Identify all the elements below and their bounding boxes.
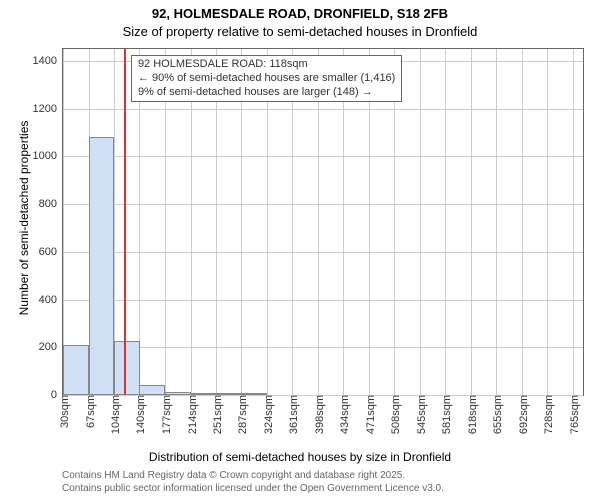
gridline-horizontal [63, 156, 583, 157]
gridline-vertical [573, 49, 574, 395]
gridline-horizontal [63, 300, 583, 301]
x-tick-label: 177sqm [157, 395, 173, 434]
gridline-vertical [445, 49, 446, 395]
y-tick-label: 800 [39, 198, 63, 210]
x-tick-label: 655sqm [488, 395, 504, 434]
gridline-vertical [63, 49, 64, 395]
footer-line-1: Contains HM Land Registry data © Crown c… [62, 470, 600, 483]
histogram-bar [89, 137, 115, 395]
y-tick-label: 400 [39, 294, 63, 306]
x-tick-label: 581sqm [437, 395, 453, 434]
histogram-bar [114, 341, 140, 395]
x-tick-label: 728sqm [539, 395, 555, 434]
chart-root: 92, HOLMESDALE ROAD, DRONFIELD, S18 2FB … [0, 0, 600, 500]
x-tick-label: 765sqm [565, 395, 581, 434]
histogram-bar [165, 392, 191, 395]
x-tick-label: 398sqm [310, 395, 326, 434]
y-tick-label: 600 [39, 246, 63, 258]
x-tick-label: 67sqm [81, 395, 97, 428]
gridline-horizontal [63, 204, 583, 205]
x-tick-label: 251sqm [208, 395, 224, 434]
x-tick-label: 508sqm [386, 395, 402, 434]
x-tick-label: 324sqm [259, 395, 275, 434]
title-line-1: 92, HOLMESDALE ROAD, DRONFIELD, S18 2FB [0, 6, 600, 21]
x-tick-label: 471sqm [361, 395, 377, 434]
attribution-footer: Contains HM Land Registry data © Crown c… [0, 470, 600, 495]
x-tick-label: 30sqm [55, 395, 71, 428]
x-tick-label: 692sqm [514, 395, 530, 434]
y-tick-label: 1400 [33, 55, 63, 67]
y-tick-label: 1000 [33, 150, 63, 162]
x-tick-label: 434sqm [335, 395, 351, 434]
y-axis-label: Number of semi-detached properties [17, 88, 31, 348]
histogram-bar [139, 385, 165, 395]
gridline-vertical [522, 49, 523, 395]
y-tick-label: 1200 [33, 103, 63, 115]
x-tick-label: 287sqm [233, 395, 249, 434]
gridline-horizontal [63, 109, 583, 110]
histogram-bar [216, 393, 242, 395]
gridline-vertical [471, 49, 472, 395]
histogram-bar [191, 393, 217, 395]
x-tick-label: 618sqm [463, 395, 479, 434]
footer-line-2: Contains public sector information licen… [62, 483, 600, 496]
x-tick-label: 214sqm [183, 395, 199, 434]
annotation-line: ← 90% of semi-detached houses are smalle… [138, 72, 395, 86]
histogram-bar [241, 393, 267, 395]
property-marker-line [124, 49, 126, 395]
annotation-line: 9% of semi-detached houses are larger (1… [138, 86, 395, 100]
gridline-vertical [496, 49, 497, 395]
x-tick-label: 140sqm [131, 395, 147, 434]
gridline-horizontal [63, 347, 583, 348]
gridline-vertical [420, 49, 421, 395]
histogram-bar [63, 345, 89, 395]
gridline-vertical [547, 49, 548, 395]
plot-area: 020040060080010001200140030sqm67sqm104sq… [62, 48, 584, 396]
x-tick-label: 361sqm [284, 395, 300, 434]
x-tick-label: 104sqm [106, 395, 122, 434]
y-tick-label: 200 [39, 341, 63, 353]
annotation-box: 92 HOLMESDALE ROAD: 118sqm← 90% of semi-… [131, 55, 402, 102]
x-tick-label: 545sqm [412, 395, 428, 434]
title-line-2: Size of property relative to semi-detach… [0, 24, 600, 39]
x-axis-title: Distribution of semi-detached houses by … [0, 450, 600, 464]
gridline-horizontal [63, 252, 583, 253]
annotation-line: 92 HOLMESDALE ROAD: 118sqm [138, 58, 395, 72]
